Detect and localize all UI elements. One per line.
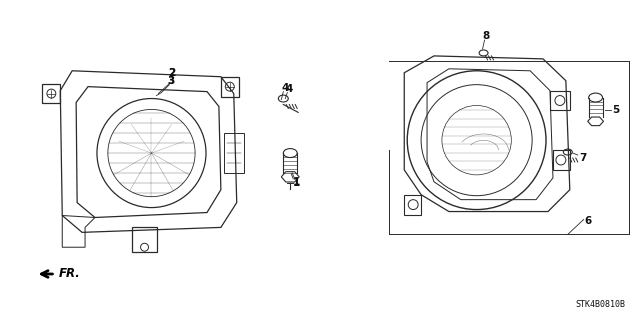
Text: FR.: FR. <box>58 268 80 280</box>
Text: 4: 4 <box>282 83 289 93</box>
Text: 5: 5 <box>612 106 619 115</box>
Text: 8: 8 <box>482 31 489 41</box>
Text: 4: 4 <box>285 84 293 93</box>
Text: 7: 7 <box>579 153 586 163</box>
Text: 3: 3 <box>168 76 175 86</box>
Text: 3: 3 <box>168 76 175 86</box>
Text: 1: 1 <box>292 178 300 188</box>
Text: 2: 2 <box>168 68 175 78</box>
Text: STK4B0810B: STK4B0810B <box>575 300 625 309</box>
Text: 1: 1 <box>292 177 300 187</box>
Text: 6: 6 <box>584 217 591 226</box>
Text: 2: 2 <box>168 68 175 78</box>
